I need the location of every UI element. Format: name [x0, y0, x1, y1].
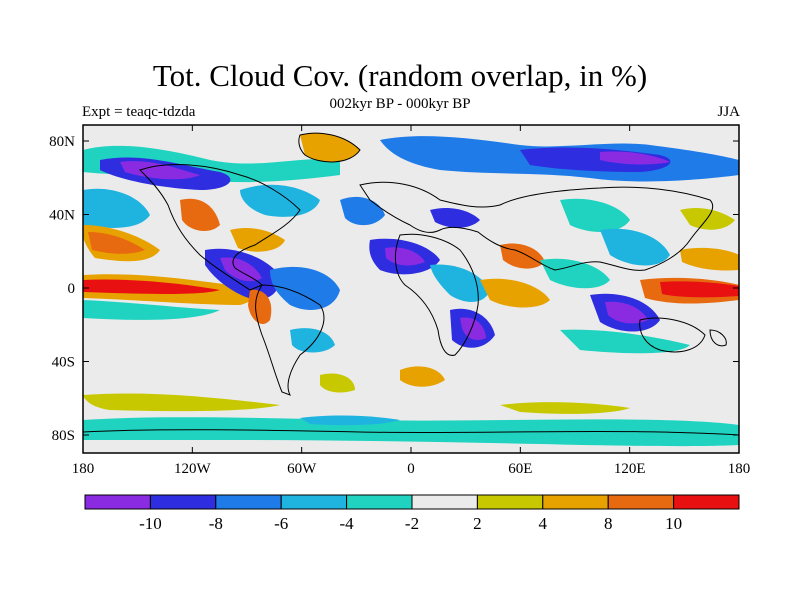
colorbar-swatch [280, 494, 348, 510]
colorbar: -10 -8 -6 -4 -2 2 4 8 10 [84, 494, 740, 533]
colorbar-swatch [215, 494, 282, 510]
x-tick-label: 120W [174, 461, 212, 477]
season-label: JJA [717, 104, 740, 120]
y-tick-label: 0 [68, 281, 76, 297]
colorbar-swatch [673, 494, 740, 510]
y-tick-label: 80N [49, 134, 75, 150]
y-tick-label: 40N [49, 208, 75, 224]
colorbar-label: 2 [473, 514, 482, 533]
colorbar-swatch [542, 494, 609, 510]
x-tick-label: 0 [407, 461, 415, 477]
colorbar-label: -6 [274, 514, 288, 533]
anomaly-field [83, 133, 739, 447]
colorbar-swatch [476, 494, 544, 510]
y-axis: 80N 40N 0 40S 80S [49, 134, 739, 444]
colorbar-label: 4 [539, 514, 548, 533]
colorbar-swatch [607, 494, 675, 510]
map-title: Tot. Cloud Cov. (random overlap, in %) [152, 58, 648, 93]
y-tick-label: 80S [52, 428, 75, 444]
colorbar-swatch [149, 494, 217, 510]
colorbar-label: -10 [139, 514, 162, 533]
colorbar-swatch [84, 494, 151, 510]
x-tick-label: 60W [287, 461, 317, 477]
x-tick-label: 180 [728, 461, 751, 477]
colorbar-label: 8 [604, 514, 613, 533]
x-tick-label: 180 [72, 461, 95, 477]
colorbar-label: -8 [209, 514, 223, 533]
coastlines [83, 132, 739, 436]
colorbar-swatch [411, 494, 478, 510]
x-tick-label: 120E [614, 461, 646, 477]
x-tick-label: 60E [508, 461, 532, 477]
colorbar-swatch [346, 494, 413, 510]
colorbar-label: 10 [665, 514, 682, 533]
x-axis: 180 120W 60W 0 60E 120E 180 [72, 125, 751, 477]
experiment-label: Expt = teaqc-tdzda [82, 104, 196, 120]
colorbar-label: -2 [405, 514, 419, 533]
time-range-label: 002kyr BP - 000kyr BP [329, 96, 471, 112]
y-tick-label: 40S [52, 355, 75, 371]
colorbar-label: -4 [340, 514, 355, 533]
